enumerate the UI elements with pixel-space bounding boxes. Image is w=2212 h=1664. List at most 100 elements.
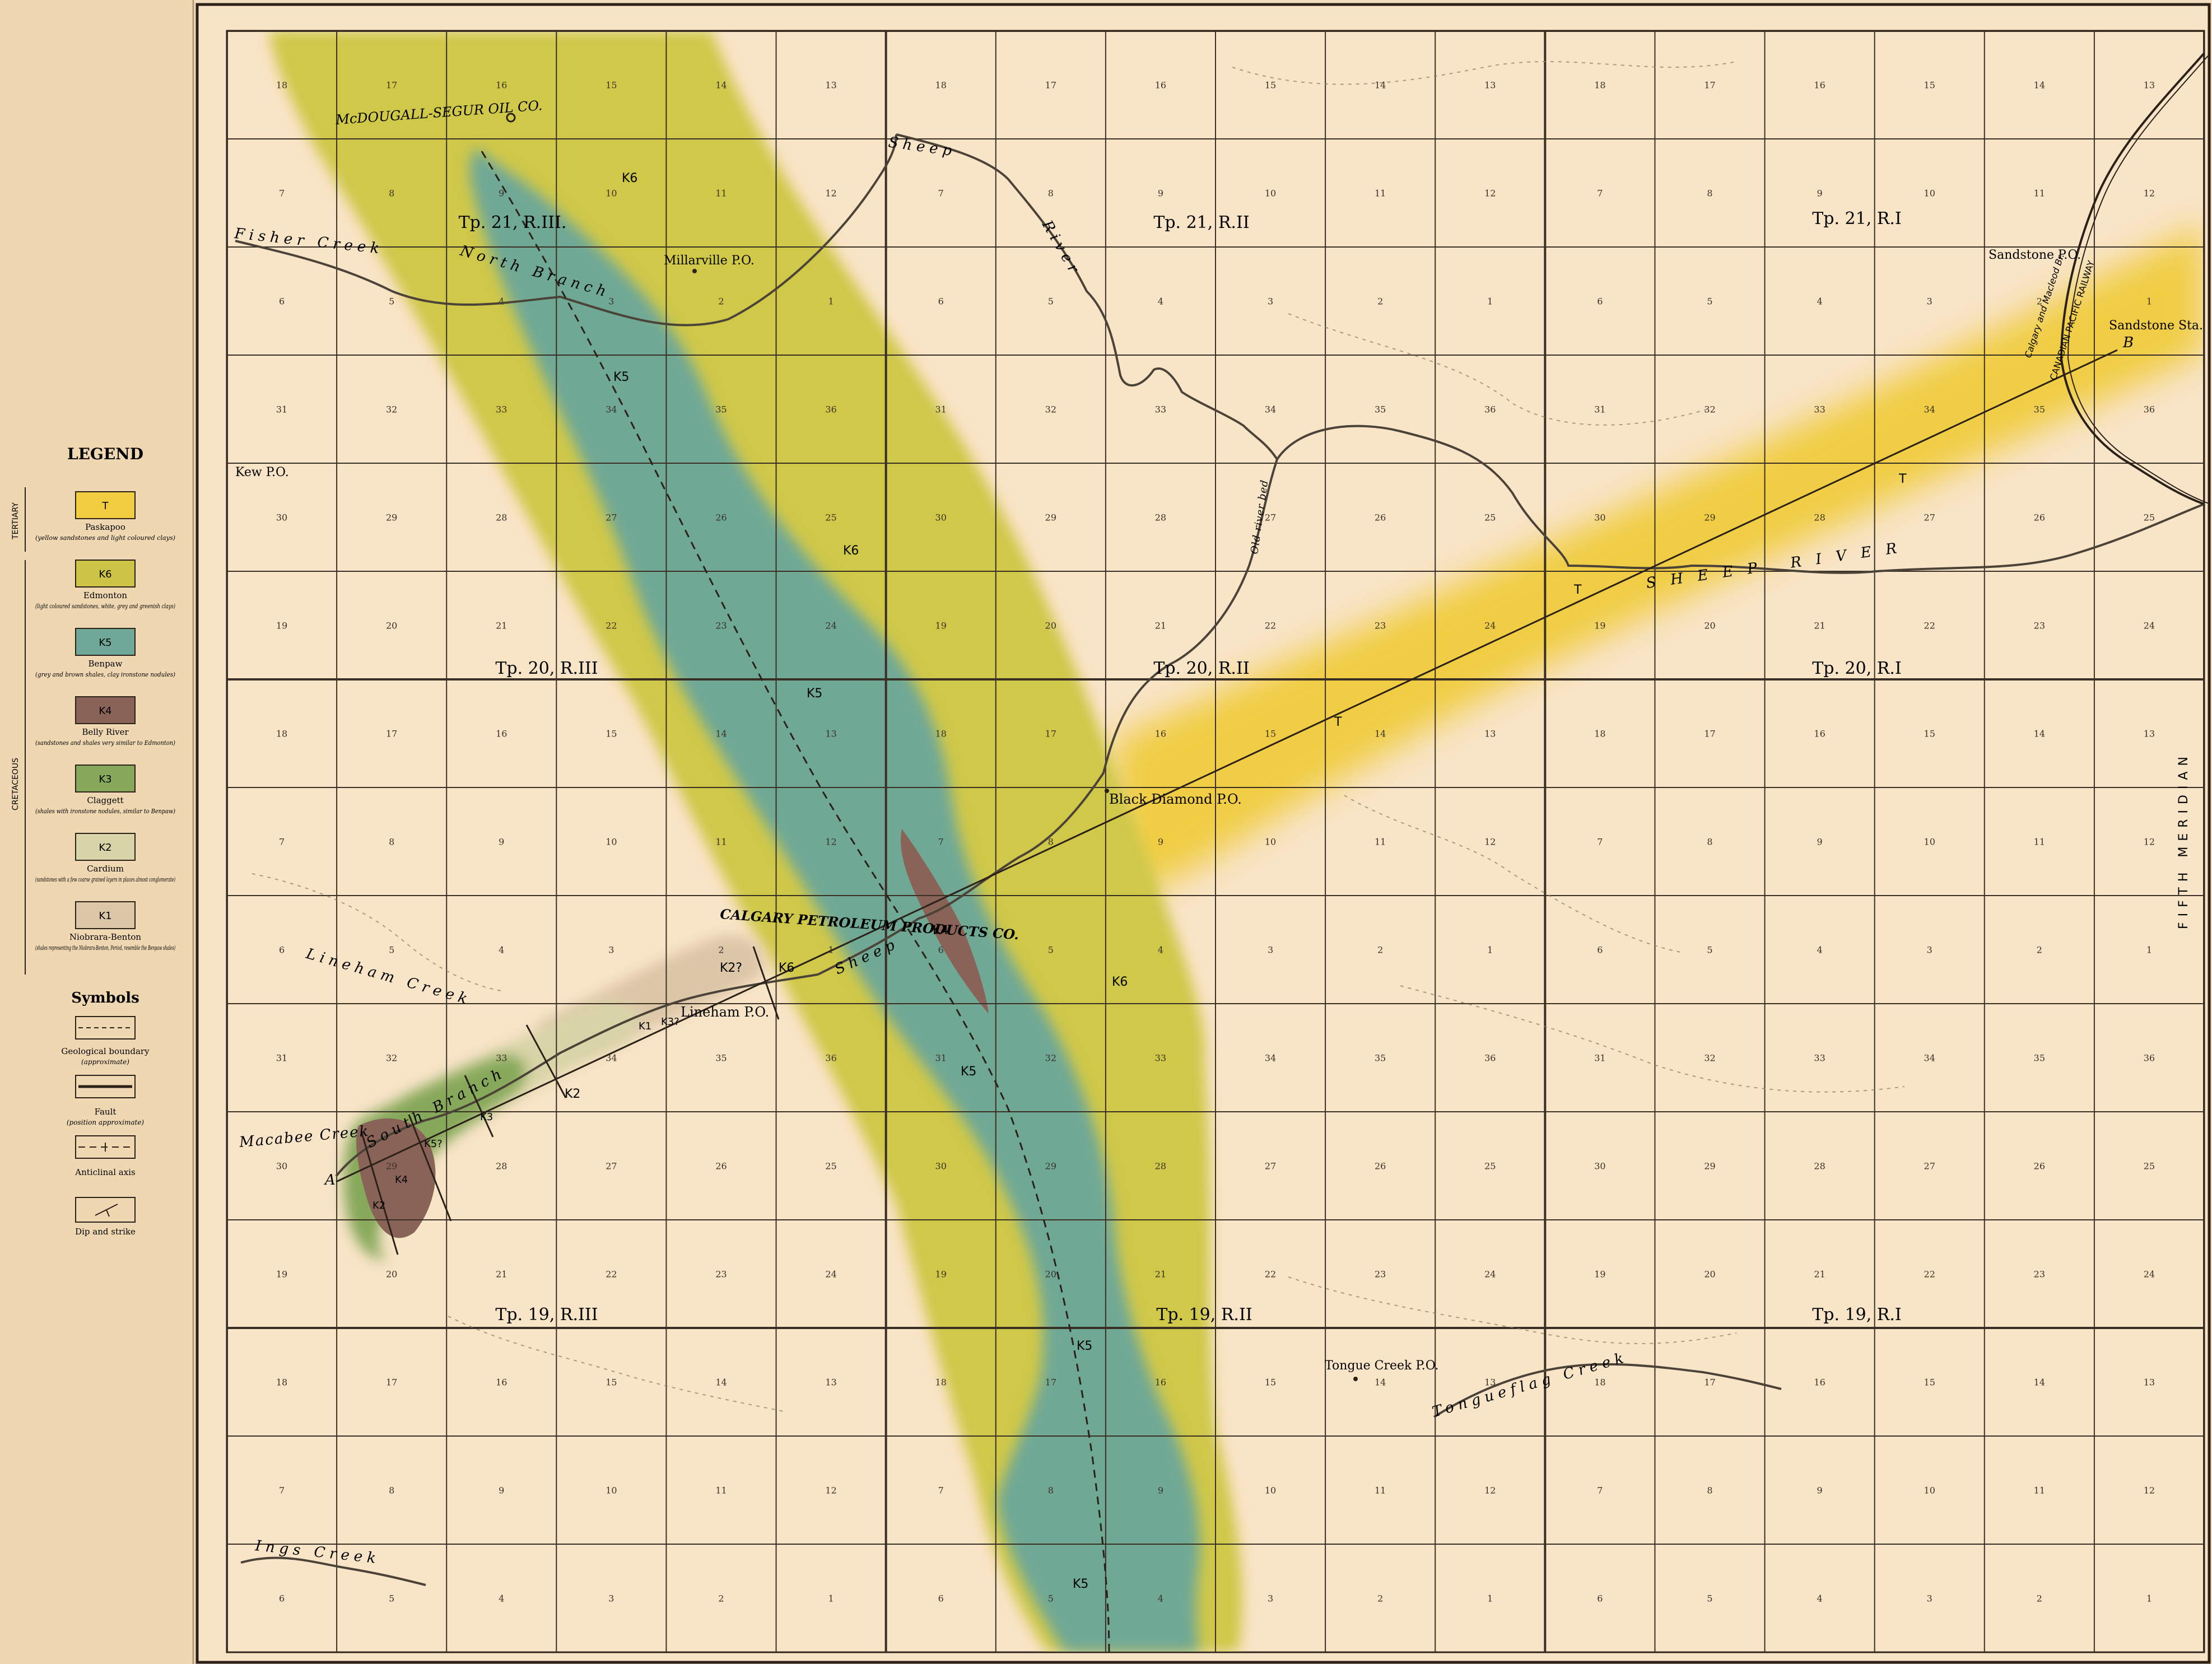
- section-number: 2: [1377, 296, 1383, 307]
- section-number: 30: [1594, 512, 1605, 523]
- legend-unit: T Paskapoo (yellow sandstones and light co…: [35, 491, 175, 542]
- section-number: 33: [1814, 404, 1825, 415]
- legend-name: Cardium: [87, 864, 124, 874]
- section-number: 5: [1048, 945, 1054, 955]
- unit-label: K6: [1112, 975, 1128, 989]
- section-number: 9: [499, 837, 504, 847]
- section-number: 10: [1265, 188, 1276, 199]
- section-number: 25: [2144, 1161, 2155, 1172]
- section-number: 1: [2146, 1593, 2152, 1604]
- section-number: 35: [2034, 404, 2045, 415]
- section-number: 22: [1924, 1269, 1935, 1280]
- legend-swatch: [75, 765, 136, 793]
- unit-label: T: [1898, 472, 1907, 486]
- unit-label: K5?: [424, 1138, 443, 1150]
- section-number: 11: [715, 188, 727, 199]
- section-number: 4: [1158, 1593, 1163, 1604]
- place-label: Tongue Creek P.O.: [1325, 1359, 1438, 1373]
- unit-label: K3?: [661, 1016, 679, 1028]
- section-number: 12: [1484, 837, 1496, 847]
- section-number: 6: [279, 945, 285, 955]
- symbol-label: Anticlinal axis: [74, 1167, 135, 1177]
- legend-code: K6: [99, 568, 111, 580]
- section-number: 16: [496, 729, 507, 739]
- section-number: 6: [279, 1593, 285, 1604]
- unit-K6-band: [269, 31, 1242, 1652]
- section-number: 18: [935, 80, 947, 91]
- section-number: 9: [1817, 188, 1823, 199]
- township-label: Tp. 20, R.II: [1153, 659, 1249, 678]
- section-number: 5: [1048, 296, 1054, 307]
- section-number: 12: [2144, 188, 2155, 199]
- section-number: 34: [1924, 1053, 1935, 1064]
- symbol-anticlinal-axis: Anticlinal axis: [74, 1135, 136, 1177]
- symbol-geological-boundary: Geological boundary (approximate): [61, 1016, 150, 1066]
- section-number: 13: [2144, 1377, 2155, 1388]
- section-number: 8: [389, 188, 394, 199]
- legend-swatch: [75, 628, 136, 656]
- section-number: 22: [606, 1269, 617, 1280]
- legend-group-cretaceous: CRETACEOUS: [11, 758, 20, 810]
- section-number: 7: [938, 837, 944, 847]
- section-number: 21: [1155, 1269, 1166, 1280]
- section-number: 19: [935, 1269, 947, 1280]
- section-number: 33: [1814, 1053, 1825, 1064]
- binding-margin: [0, 0, 193, 1664]
- section-number: 20: [1704, 1269, 1715, 1280]
- section-number: 7: [279, 1485, 285, 1496]
- post-office-dot: [1105, 789, 1109, 793]
- section-number: 2: [1377, 1593, 1383, 1604]
- section-number: 2: [2037, 296, 2042, 307]
- section-number: 19: [935, 621, 947, 631]
- section-number: 2: [2037, 1593, 2042, 1604]
- section-number: 4: [1817, 296, 1823, 307]
- section-number: 23: [715, 621, 727, 631]
- section-number: 32: [386, 404, 397, 415]
- section-number: 23: [1375, 621, 1386, 631]
- section-number: 21: [496, 621, 507, 631]
- drainage: [235, 133, 2204, 1586]
- section-number: 8: [1048, 837, 1054, 847]
- section-number: 26: [1375, 512, 1386, 523]
- section-number: 6: [1597, 945, 1603, 955]
- fault-1: [360, 1131, 399, 1255]
- legend-desc: (grey and brown shales, clay ironstone n…: [35, 671, 175, 678]
- section-number: 33: [496, 1053, 507, 1064]
- section-number: 23: [2034, 621, 2045, 631]
- section-number: 29: [1704, 1161, 1715, 1172]
- unit-K4-patch: [356, 1118, 436, 1238]
- section-number: 7: [938, 188, 944, 199]
- section-letters: A B: [324, 334, 2134, 1188]
- ings-creek-line: [240, 1556, 426, 1586]
- section-number: 23: [1375, 1269, 1386, 1280]
- symbol-label: Dip and strike: [75, 1227, 136, 1237]
- section-number: 16: [1155, 1377, 1166, 1388]
- section-number: 12: [1484, 1485, 1496, 1496]
- section-number: 17: [386, 80, 397, 91]
- tongueflag-creek-line: [1433, 1363, 1782, 1418]
- section-number: 14: [1375, 1377, 1386, 1388]
- section-number: 15: [1924, 729, 1935, 739]
- section-number: 36: [2144, 1053, 2155, 1064]
- section-number: 28: [496, 512, 507, 523]
- section-number: 18: [1594, 1377, 1605, 1388]
- legend-swatch: [75, 833, 136, 861]
- section-number: 17: [1045, 729, 1056, 739]
- section-number: 15: [606, 80, 617, 91]
- unit-label: K2: [565, 1087, 580, 1101]
- section-number: 6: [1597, 1593, 1603, 1604]
- railway-line-b: [2067, 53, 2211, 505]
- section-number: 2: [718, 1593, 724, 1604]
- unit-labels: K6 K5 K6 K5 K6 K5 K5 K5 T T T K4 K2? K6 …: [372, 171, 1907, 1591]
- section-number: 27: [1265, 512, 1276, 523]
- section-number: 34: [1924, 404, 1935, 415]
- meridian-label: FIFTH MERIDIAN: [2177, 751, 2191, 929]
- section-number: 16: [1814, 80, 1825, 91]
- unit-label: K1: [639, 1020, 651, 1032]
- section-number: 30: [935, 512, 947, 523]
- section-number: 25: [825, 1161, 836, 1172]
- section-number: 22: [1265, 1269, 1276, 1280]
- unit-label: T: [1334, 715, 1342, 729]
- legend-code: K1: [99, 910, 111, 922]
- section-number: 24: [825, 1269, 836, 1280]
